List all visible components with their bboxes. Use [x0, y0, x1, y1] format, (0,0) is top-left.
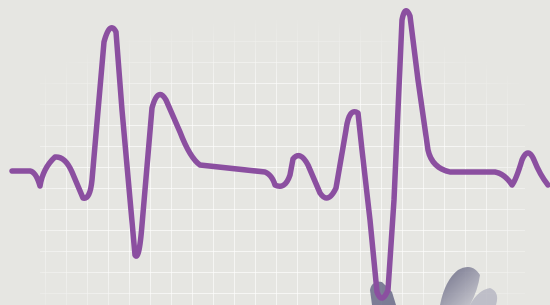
ecg-illustration: [0, 0, 550, 305]
grid: [40, 15, 525, 305]
